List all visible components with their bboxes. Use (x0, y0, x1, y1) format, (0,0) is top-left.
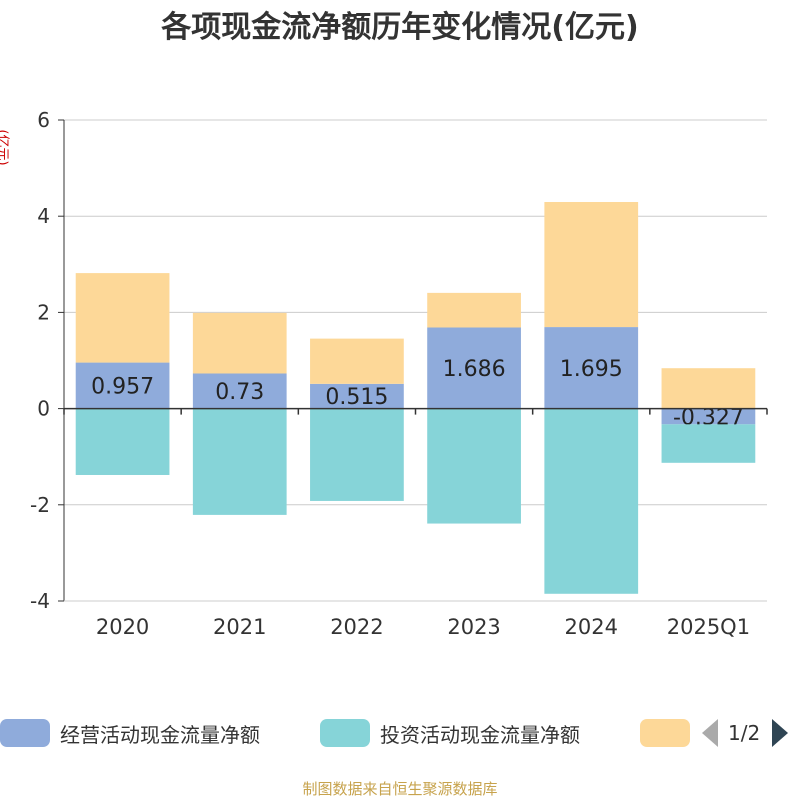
y-tick-label: 4 (37, 204, 50, 228)
chart-title: 各项现金流净额历年变化情况(亿元) (161, 10, 639, 45)
x-tick-label: 2022 (330, 615, 383, 639)
data-label: 0.73 (215, 380, 264, 405)
bar-investing (75, 408, 170, 475)
bar-investing (310, 408, 404, 501)
bar-operating (75, 362, 170, 409)
bar-third (310, 338, 404, 384)
pager-next-icon[interactable] (772, 719, 789, 747)
y-tick-label: 2 (37, 300, 50, 324)
pager-indicator: 1/2 (728, 721, 761, 745)
legend-swatch-investing (320, 719, 370, 747)
bar-third (192, 312, 287, 374)
x-tick-label: 2025Q1 (667, 615, 750, 639)
data-label: 0.957 (91, 375, 154, 400)
legend-label-operating: 经营活动现金流量净额 (60, 722, 260, 747)
legend-label-investing: 投资活动现金流量净额 (380, 722, 580, 747)
x-tick-label: 2021 (213, 615, 266, 639)
x-tick-label: 2023 (447, 615, 500, 639)
bar-investing (661, 424, 756, 463)
x-tick-label: 2020 (96, 615, 149, 639)
y-tick-label: -2 (30, 493, 50, 517)
pager-prev-icon[interactable] (702, 719, 718, 747)
x-tick-label: 2024 (565, 615, 618, 639)
y-tick-label: -4 (30, 589, 50, 613)
bar-third (661, 368, 756, 409)
bar-operating (427, 327, 521, 409)
data-label: 0.515 (325, 385, 388, 410)
data-label: 1.695 (560, 357, 623, 382)
bar-operating (310, 383, 404, 409)
bar-operating (192, 373, 287, 409)
bar-investing (544, 408, 639, 594)
bar-investing (427, 408, 521, 524)
bar-operating (661, 408, 756, 425)
y-tick-label: 0 (37, 397, 50, 421)
bar-third (427, 292, 521, 328)
data-label: 1.686 (443, 357, 506, 382)
legend-swatch-third (640, 719, 690, 747)
bar-operating (544, 327, 639, 409)
legend-swatch-operating (0, 719, 50, 747)
legend-pager: 1/2 (702, 718, 789, 748)
bar-third (75, 273, 170, 363)
legend: 经营活动现金流量净额 投资活动现金流量净额 1/2 (0, 712, 800, 756)
legend-item-investing[interactable]: 投资活动现金流量净额 (320, 718, 580, 748)
legend-item-third[interactable] (640, 718, 700, 748)
data-source-note: 制图数据来自恒生聚源数据库 (302, 780, 498, 798)
bar-investing (192, 408, 287, 515)
y-tick-label: 6 (37, 108, 50, 132)
legend-item-operating[interactable]: 经营活动现金流量净额 (0, 718, 260, 748)
bar-third (544, 202, 639, 328)
